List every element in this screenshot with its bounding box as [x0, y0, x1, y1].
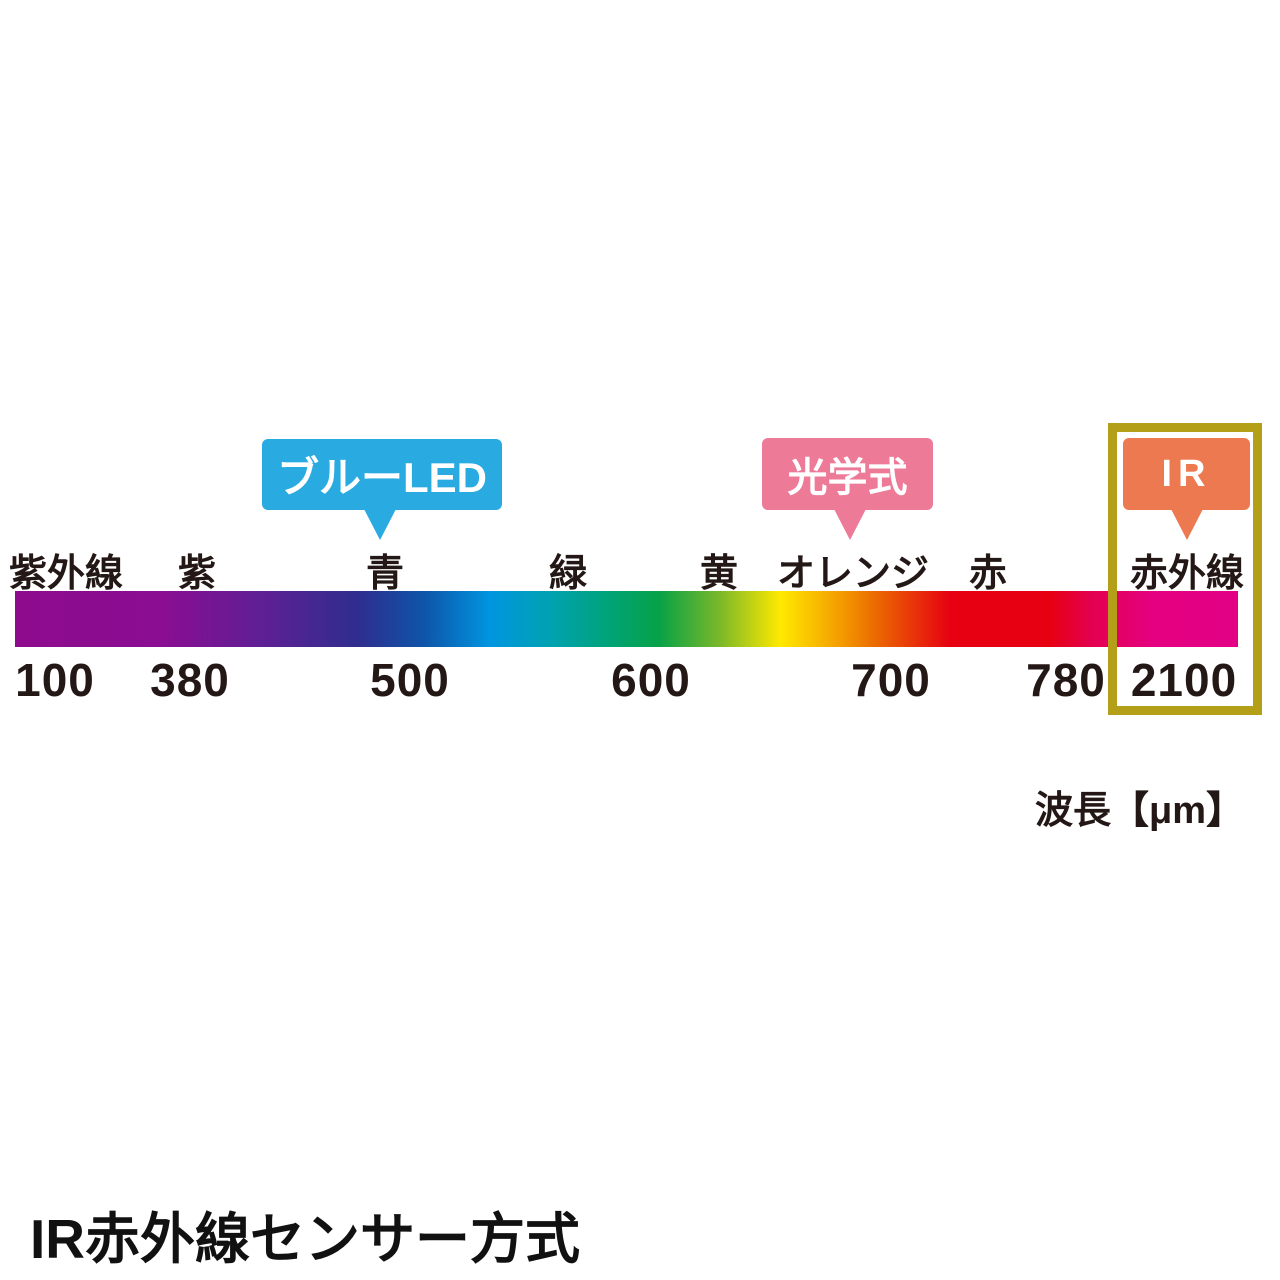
diagram-caption: IR赤外線センサー方式	[30, 1208, 581, 1270]
ir-callout: IR	[1123, 438, 1250, 510]
tick-700: 700	[851, 654, 931, 706]
band-label-green: 緑	[548, 553, 588, 595]
tick-500: 500	[370, 654, 450, 706]
blue-led-callout-label: ブルーLED	[276, 454, 487, 501]
band-label-orange: オレンジ	[776, 553, 930, 595]
blue-led-callout: ブルーLED	[262, 439, 502, 510]
spectrum-gradient-bar	[15, 591, 1238, 647]
optical-callout-pointer	[834, 509, 866, 540]
ir-callout-label: IR	[1161, 452, 1212, 495]
blue-led-callout-pointer	[364, 509, 396, 540]
optical-callout: 光学式	[762, 438, 933, 510]
tick-380: 380	[150, 654, 230, 706]
band-label-infrared: 赤外線	[1129, 553, 1245, 595]
band-label-violet: 紫	[177, 553, 217, 595]
optical-callout-label: 光学式	[787, 456, 908, 500]
axis-unit-label: 波長【μm】	[1034, 790, 1244, 832]
ir-highlight-frame	[1108, 423, 1262, 715]
tick-600: 600	[611, 654, 691, 706]
band-label-ultraviolet: 紫外線	[8, 553, 124, 595]
band-label-red: 赤	[968, 553, 1008, 595]
tick-780: 780	[1026, 654, 1106, 706]
band-label-yellow: 黄	[699, 553, 739, 595]
band-label-blue: 青	[365, 553, 405, 595]
tick-100: 100	[15, 654, 95, 706]
tick-2100: 2100	[1130, 654, 1238, 706]
